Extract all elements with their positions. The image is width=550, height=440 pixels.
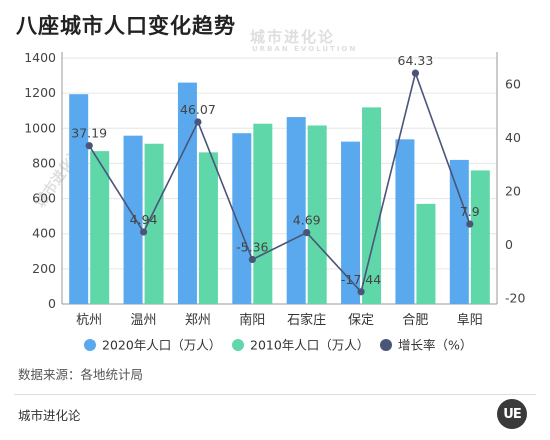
legend-label: 2020年人口（万人）: [102, 338, 221, 353]
bar-2010: [307, 125, 327, 304]
bar-2010: [144, 143, 164, 304]
bar-2020: [341, 141, 361, 304]
growth-point: [85, 142, 93, 150]
bar-2020: [232, 133, 252, 304]
left-tick-label: 1000: [24, 120, 56, 135]
right-tick-label: 20: [505, 184, 521, 199]
bar-2010: [416, 203, 436, 304]
divider: [14, 394, 536, 395]
growth-data-label: 4.69: [293, 213, 321, 228]
left-tick-label: 1200: [24, 85, 56, 100]
bar-2010: [470, 170, 490, 304]
growth-data-label: 4.94: [130, 212, 158, 227]
bar-2020: [69, 94, 89, 304]
growth-data-label: 46.07: [180, 102, 216, 117]
right-tick-label: -20: [505, 291, 525, 306]
bar-2020: [395, 139, 415, 304]
bar-2010: [198, 152, 218, 304]
right-tick-label: 0: [505, 237, 513, 252]
left-tick-label: 0: [48, 296, 56, 311]
right-tick-label: 40: [505, 130, 521, 145]
bar-2020: [177, 82, 197, 304]
growth-point: [357, 288, 365, 296]
growth-data-label: 37.19: [71, 126, 107, 141]
category-label: 保定: [348, 313, 374, 328]
category-label: 合肥: [402, 313, 428, 328]
chart-title: 八座城市人口变化趋势: [16, 14, 236, 38]
bar-2010: [362, 107, 382, 304]
legend-marker: [232, 339, 244, 351]
bar-2020: [449, 159, 469, 304]
left-tick-label: 200: [32, 261, 56, 276]
footer-brand: 城市进化论: [18, 408, 81, 423]
category-label: 阜阳: [457, 312, 483, 328]
growth-data-label: 64.33: [398, 53, 434, 68]
growth-data-label: 7.9: [460, 204, 480, 219]
growth-data-label: -5.36: [236, 240, 268, 255]
ue-logo: UE: [497, 399, 527, 429]
data-source: 数据来源：各地统计局: [18, 367, 144, 382]
growth-data-label: -17.44: [341, 272, 381, 287]
growth-point: [303, 229, 311, 237]
left-tick-label: 600: [32, 191, 56, 206]
legend-marker: [380, 339, 392, 351]
category-label: 杭州: [76, 313, 102, 328]
left-tick-label: 800: [32, 155, 56, 170]
growth-point: [466, 220, 474, 228]
legend-label: 2010年人口（万人）: [250, 338, 369, 353]
category-label: 石家庄: [287, 312, 326, 328]
growth-point: [139, 228, 148, 236]
bar-2010: [90, 151, 110, 304]
chart: 0 200 400 600 800 1000 1200 1400 -20 0 20 40 60 杭州 温州 郑…: [24, 50, 525, 353]
bar-2020: [123, 135, 143, 304]
legend-marker: [84, 339, 96, 351]
legend-label: 增长率（%）: [398, 338, 472, 353]
bar-2010: [253, 123, 273, 305]
right-tick-label: 60: [505, 77, 521, 92]
category-label: 温州: [131, 313, 157, 328]
category-label: 郑州: [185, 313, 211, 328]
left-tick-label: 1400: [24, 50, 56, 65]
bar-2020: [286, 117, 306, 304]
left-tick-label: 400: [32, 226, 56, 241]
growth-point: [194, 118, 202, 126]
growth-line: [88, 70, 471, 294]
growth-point: [411, 69, 420, 77]
category-label: 南阳: [239, 312, 265, 328]
growth-point: [248, 255, 256, 264]
